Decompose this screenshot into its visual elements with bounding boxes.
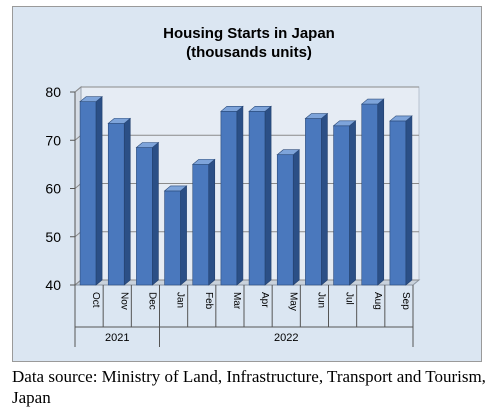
- bar-side: [377, 98, 385, 286]
- chart-title: Housing Starts in Japan: [163, 25, 335, 42]
- x-tick-label: Aug: [372, 292, 383, 310]
- bar-side: [405, 115, 413, 286]
- bar-may: [276, 149, 301, 286]
- x-tick-label: Jun: [315, 292, 326, 308]
- x-tick-label: May: [287, 292, 298, 311]
- bar-jan: [163, 185, 188, 286]
- y-tick-label: 70: [45, 132, 61, 148]
- bar-apr: [248, 105, 272, 286]
- bar-aug: [360, 98, 385, 286]
- chart-subtitle: (thousands units): [186, 44, 312, 61]
- bar-top: [135, 142, 160, 148]
- x-tick-label: Feb: [203, 292, 214, 310]
- bar-front: [220, 111, 238, 286]
- bar-jul: [332, 120, 357, 286]
- x-tick-label: Nov: [118, 292, 129, 310]
- y-tick-label: 60: [45, 181, 61, 197]
- bar-top: [304, 113, 329, 119]
- bar-side: [292, 149, 300, 286]
- bar-side: [321, 112, 328, 286]
- bar-top: [163, 185, 188, 192]
- bar-side: [180, 185, 187, 286]
- bar-side: [349, 120, 356, 286]
- bar-side: [236, 105, 244, 286]
- bar-top: [191, 159, 216, 165]
- chart-title-block: Housing Starts in Japan (thousands units…: [163, 25, 335, 61]
- gridline-80: [74, 86, 419, 93]
- bar-front: [248, 111, 266, 286]
- bar-front: [164, 190, 181, 286]
- bar-front: [192, 164, 210, 286]
- bar-side: [208, 158, 216, 286]
- bar-top: [276, 149, 301, 156]
- bar-sep: [389, 115, 413, 286]
- bar-front: [305, 118, 322, 286]
- bar-front: [389, 120, 407, 286]
- bar-front: [361, 103, 379, 286]
- group-label-2021: 2021: [105, 332, 129, 344]
- x-tick-label: Mar: [231, 292, 242, 310]
- bar-jun: [304, 112, 329, 286]
- bar-mar: [220, 105, 244, 286]
- x-tick-label: Apr: [259, 292, 270, 308]
- x-tick-label: Sep: [400, 292, 411, 310]
- bar-top: [107, 118, 132, 124]
- bar-top: [248, 106, 272, 112]
- bar-top: [360, 98, 385, 105]
- bar-side: [152, 141, 159, 286]
- y-tick-label: 50: [45, 229, 61, 245]
- y-tick-label: 80: [45, 84, 61, 100]
- bar-front: [79, 101, 97, 286]
- bar-chart: Housing Starts in Japan (thousands units…: [45, 25, 421, 347]
- bar-top: [79, 96, 103, 102]
- bar-front: [136, 147, 153, 286]
- bar-top: [332, 120, 357, 127]
- chart-frame: Housing Starts in Japan (thousands units…: [12, 6, 482, 362]
- x-tick-label: Oct: [90, 292, 101, 308]
- x-tick-label: Jan: [175, 292, 186, 308]
- bar-side: [123, 117, 131, 286]
- x-tick-label: Dec: [146, 292, 157, 310]
- bar-front: [333, 125, 350, 286]
- bar-nov: [107, 117, 132, 286]
- bar-dec: [135, 141, 160, 286]
- bar-top: [220, 106, 244, 112]
- x-axis: Oct Nov Dec Jan Feb Mar Apr May Jun Jul Aug Sep 2021…: [74, 285, 414, 347]
- x-tick-label: Jul: [344, 292, 355, 305]
- bar-front: [276, 154, 294, 286]
- y-tick-label: 40: [45, 277, 61, 293]
- bar-side: [95, 96, 103, 286]
- group-label-2022: 2022: [274, 332, 298, 344]
- bar-top: [389, 115, 413, 122]
- bar-oct: [79, 96, 103, 286]
- bar-front: [107, 123, 125, 286]
- y-axis: 40 50 60 70 80: [45, 84, 76, 293]
- bar-side: [264, 105, 272, 286]
- bars: [79, 96, 413, 286]
- bar-feb: [191, 158, 216, 286]
- data-source-caption: Data source: Ministry of Land, Infrastru…: [12, 367, 486, 407]
